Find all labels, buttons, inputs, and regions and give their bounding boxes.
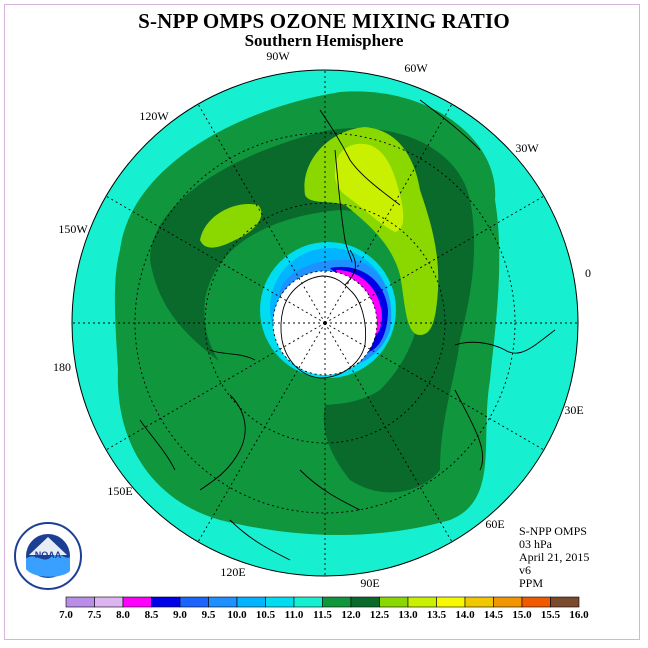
ozone-field — [72, 70, 578, 576]
info-panel: S-NPP OMPS 03 hPa April 21, 2015 v6 PPM — [519, 525, 589, 590]
lon-label-60w: 60W — [404, 61, 428, 75]
info-level: 03 hPa — [519, 537, 552, 551]
figure-frame — [4, 4, 640, 640]
map-title: S-NPP OMPS OZONE MIXING RATIO — [138, 9, 510, 33]
lon-label-0: 0 — [585, 266, 591, 280]
lon-label-90w: 90W — [266, 49, 290, 63]
lon-label-120e: 120E — [220, 565, 245, 579]
info-date: April 21, 2015 — [519, 550, 590, 564]
info-instrument: S-NPP OMPS — [519, 524, 587, 538]
lon-label-120w: 120W — [139, 109, 169, 123]
noaa-logo-text: NOAA — [35, 550, 62, 560]
lon-label-60e: 60E — [485, 517, 504, 531]
lon-label-90e: 90E — [360, 576, 379, 590]
lon-label-30w: 30W — [515, 141, 539, 155]
lon-label-30e: 30E — [564, 403, 583, 417]
graticule — [72, 70, 578, 576]
map-subtitle: Southern Hemisphere — [244, 31, 404, 50]
info-version: v6 — [519, 563, 531, 577]
noaa-logo-icon: NOAA — [14, 522, 82, 590]
info-units: PPM — [519, 576, 544, 590]
lon-label-150e: 150E — [107, 484, 132, 498]
lon-label-150w: 150W — [58, 222, 88, 236]
lon-label-180: 180 — [53, 360, 71, 374]
coastlines — [139, 99, 556, 561]
